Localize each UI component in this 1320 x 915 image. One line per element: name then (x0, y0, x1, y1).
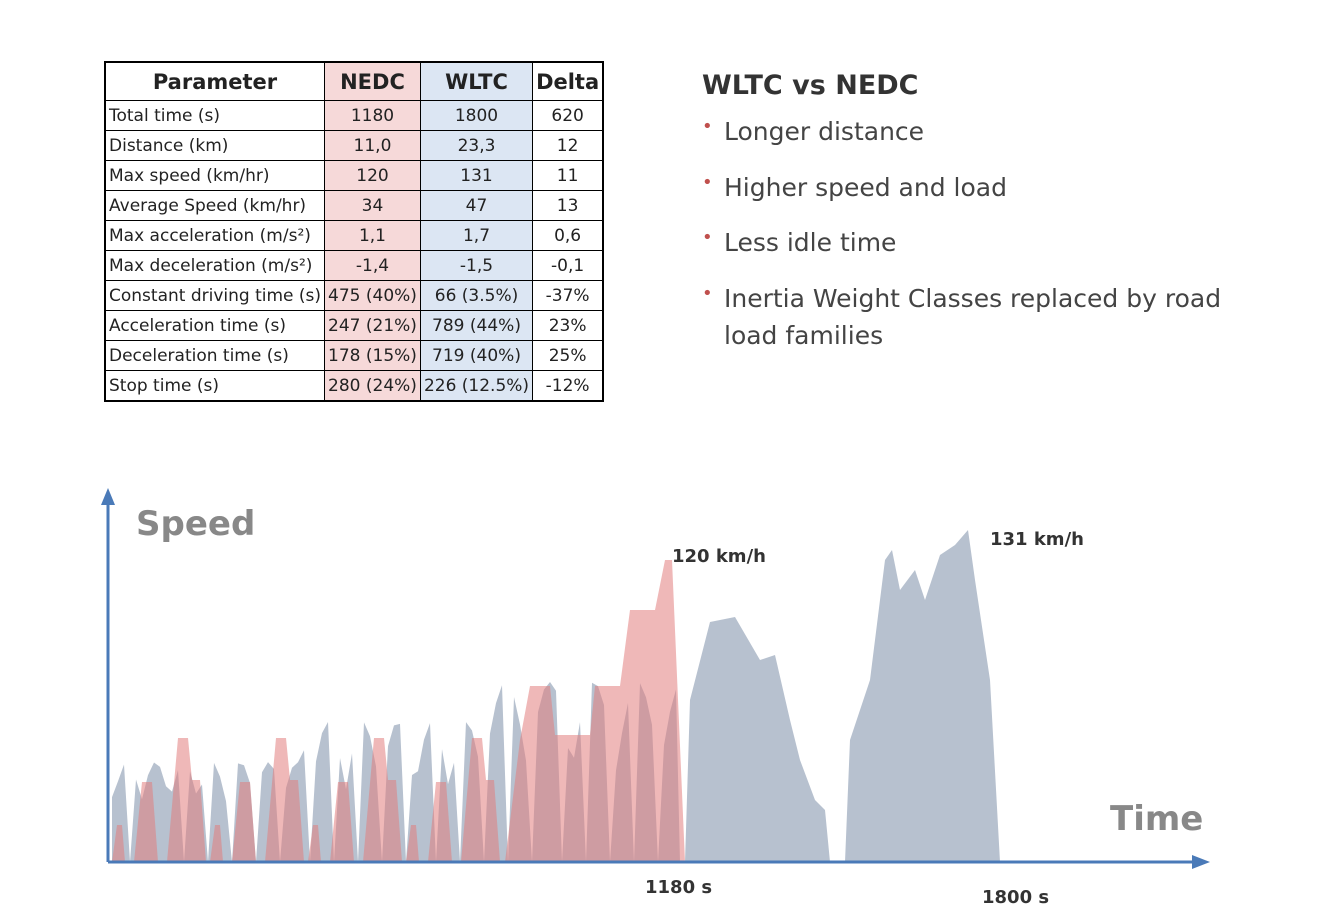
table-row: Total time (s) 1180 1800 620 (104, 100, 604, 131)
table-cell: -1,4 (324, 250, 421, 281)
y-label: Speed (136, 504, 255, 544)
table-cell: Average Speed (km/hr) (104, 190, 326, 221)
table-row: Max speed (km/hr) 120 131 11 (104, 160, 604, 191)
bullets: Longer distance Higher speed and load Less… (702, 113, 1242, 355)
table-cell: 178 (15%) (324, 340, 421, 371)
profile-segment (308, 738, 402, 862)
table-cell: 131 (419, 160, 534, 191)
table-cell: -12% (532, 370, 604, 402)
wltc-extra-high (845, 530, 1000, 862)
table-row: Max acceleration (m/s²) 1,1 1,7 0,6 (104, 220, 604, 251)
table-cell: Stop time (s) (104, 370, 326, 402)
table-cell: 23,3 (419, 130, 534, 161)
peak-label: 120 km/h (672, 546, 766, 567)
comparison-table: Parameter NEDC WLTC Delta Total time (s) 1180… (104, 61, 605, 402)
nedc-profile (112, 560, 685, 862)
table-cell: 719 (40%) (419, 340, 534, 371)
table-row: Distance (km) 11,0 23,3 12 (104, 130, 604, 161)
table-cell: 34 (324, 190, 421, 221)
notes-title: WLTC vs NEDC (702, 70, 919, 101)
table-cell: 120 (324, 160, 421, 191)
table-cell: Acceleration time (s) (104, 310, 326, 341)
peak-label: 131 km/h (990, 529, 1084, 550)
bullet: Longer distance (702, 113, 1242, 151)
table-cell: 11 (532, 160, 604, 191)
profile-segment (406, 738, 500, 862)
table-cell: -0,1 (532, 250, 604, 281)
bullet: Inertia Weight Classes replaced by road … (702, 280, 1242, 355)
table-cell: 1180 (324, 100, 421, 131)
y-arrow (101, 488, 115, 505)
table-cell: 475 (40%) (324, 280, 421, 311)
table-cell: 11,0 (324, 130, 421, 161)
table-cell: Total time (s) (104, 100, 326, 131)
table-row: Stop time (s) 280 (24%) 226 (12.5%) -12% (104, 370, 604, 402)
table-cell: Max acceleration (m/s²) (104, 220, 326, 251)
table-cell: -1,5 (419, 250, 534, 281)
table-cell: Deceleration time (s) (104, 340, 326, 371)
profile-segment (112, 738, 206, 862)
bullet: Less idle time (702, 224, 1242, 262)
table-row: Acceleration time (s) 247 (21%) 789 (44%) 2… (104, 310, 604, 341)
table-cell: 1,1 (324, 220, 421, 251)
x-label: Time (1110, 799, 1203, 839)
table-body: Total time (s) 1180 1800 620 Distance (km) 11… (104, 100, 604, 402)
table-cell: 12 (532, 130, 604, 161)
bullet: Higher speed and load (702, 169, 1242, 207)
wltc-high (685, 617, 830, 862)
table-cell: 247 (21%) (324, 310, 421, 341)
table-cell: 280 (24%) (324, 370, 421, 402)
table-cell: 25% (532, 340, 604, 371)
nedc-eudc (505, 560, 685, 862)
table-cell: 0,6 (532, 220, 604, 251)
table-cell: 66 (3.5%) (419, 280, 534, 311)
table-cell: Distance (km) (104, 130, 326, 161)
time-label: 1180 s (645, 877, 712, 898)
table-row: Deceleration time (s) 178 (15%) 719 (40%) 2… (104, 340, 604, 371)
table-cell: 789 (44%) (419, 310, 534, 341)
table-cell: 23% (532, 310, 604, 341)
table-cell: 1800 (419, 100, 534, 131)
table-cell: -37% (532, 280, 604, 311)
x-arrow (1192, 855, 1210, 869)
notes: WLTC vs NEDC Longer distance Higher speed… (702, 70, 1242, 373)
profile-segment (210, 738, 304, 862)
table-cell: Constant driving time (s) (104, 280, 326, 311)
table-row: Constant driving time (s) 475 (40%) 66 (3.… (104, 280, 604, 311)
table-cell: 620 (532, 100, 604, 131)
table-cell: 47 (419, 190, 534, 221)
table-row: Average Speed (km/hr) 34 47 13 (104, 190, 604, 221)
time-label: 1800 s (982, 887, 1049, 908)
table-cell: 226 (12.5%) (419, 370, 534, 402)
